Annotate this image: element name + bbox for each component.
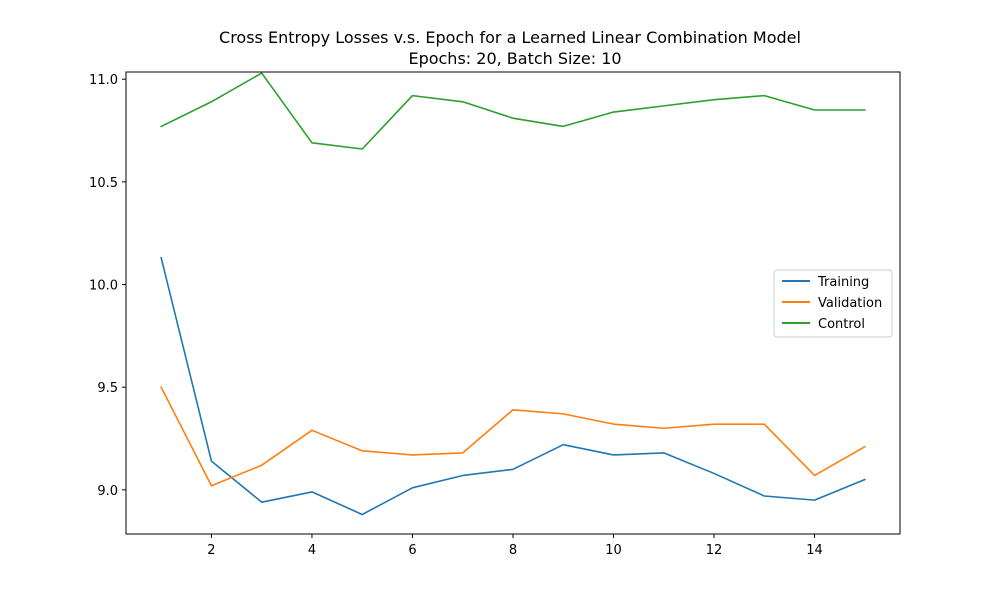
- series-line-training: [160, 256, 866, 516]
- x-tick-label-2: 2: [207, 543, 215, 558]
- legend-label-training: Training: [817, 275, 869, 290]
- legend-box: [773, 269, 893, 338]
- y-tick-label-9.0: 9.0: [97, 484, 118, 499]
- chart-subtitle: Epochs: 20, Batch Size: 10: [408, 49, 621, 68]
- series-layer: [160, 72, 866, 516]
- series-line-validation: [160, 386, 866, 487]
- x-tick-label-10: 10: [605, 543, 622, 558]
- x-tick-label-6: 6: [408, 543, 416, 558]
- x-tick-label-8: 8: [509, 543, 517, 558]
- y-tick-label-10.0: 10.0: [89, 279, 118, 294]
- y-tick-label-11.0: 11.0: [89, 73, 118, 88]
- x-axis: 2 4 6 8 10 12 14: [207, 534, 823, 558]
- x-tick-label-4: 4: [308, 543, 316, 558]
- legend-label-control: Control: [818, 317, 865, 332]
- x-tick-label-12: 12: [706, 543, 723, 558]
- y-axis: 9.0 9.5 10.0 10.5 11.0: [89, 73, 126, 499]
- x-tick-label-14: 14: [806, 543, 823, 558]
- plot-area: 2 4 6 8 10 12 14 9.0 9.5 10.0 10.5 11.0: [89, 71, 901, 558]
- series-line-control: [160, 72, 866, 150]
- y-tick-label-9.5: 9.5: [97, 381, 118, 396]
- y-tick-label-10.5: 10.5: [89, 176, 118, 191]
- chart-title: Cross Entropy Losses v.s. Epoch for a Le…: [219, 28, 801, 47]
- legend: Training Validation Control: [773, 269, 893, 338]
- legend-label-validation: Validation: [818, 296, 882, 311]
